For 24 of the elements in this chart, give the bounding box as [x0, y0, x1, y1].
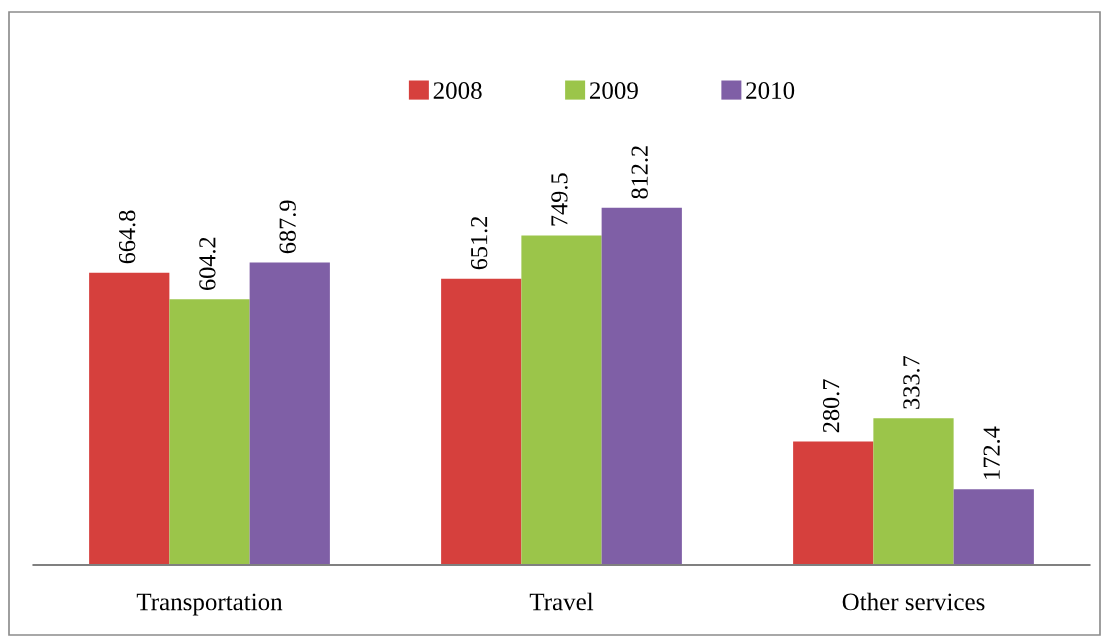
data-label: 604.2 [199, 237, 216, 290]
data-label: 172.4 [983, 426, 1000, 479]
bar [953, 489, 1034, 565]
bar [521, 235, 602, 565]
bar [873, 418, 954, 565]
bar [601, 207, 682, 565]
legend-label: 2008 [433, 82, 482, 99]
x-tick-label: Other services [842, 592, 985, 611]
x-tick-label: Travel [529, 592, 594, 611]
bar [249, 262, 330, 565]
data-label: 333.7 [903, 355, 920, 409]
bar [441, 278, 522, 565]
x-tick-label: Transportation [136, 593, 283, 616]
data-label: 280.7 [822, 379, 840, 433]
data-label: 749.5 [551, 173, 568, 226]
bar [169, 299, 250, 565]
legend-label: 2009 [589, 82, 638, 99]
data-label: 687.9 [279, 200, 296, 254]
bar [89, 272, 170, 565]
bar [793, 441, 874, 565]
data-label: 664.8 [118, 210, 136, 264]
legend-label: 2010 [746, 82, 795, 99]
data-label: 651.2 [470, 216, 488, 270]
data-label: 812.2 [631, 146, 648, 199]
